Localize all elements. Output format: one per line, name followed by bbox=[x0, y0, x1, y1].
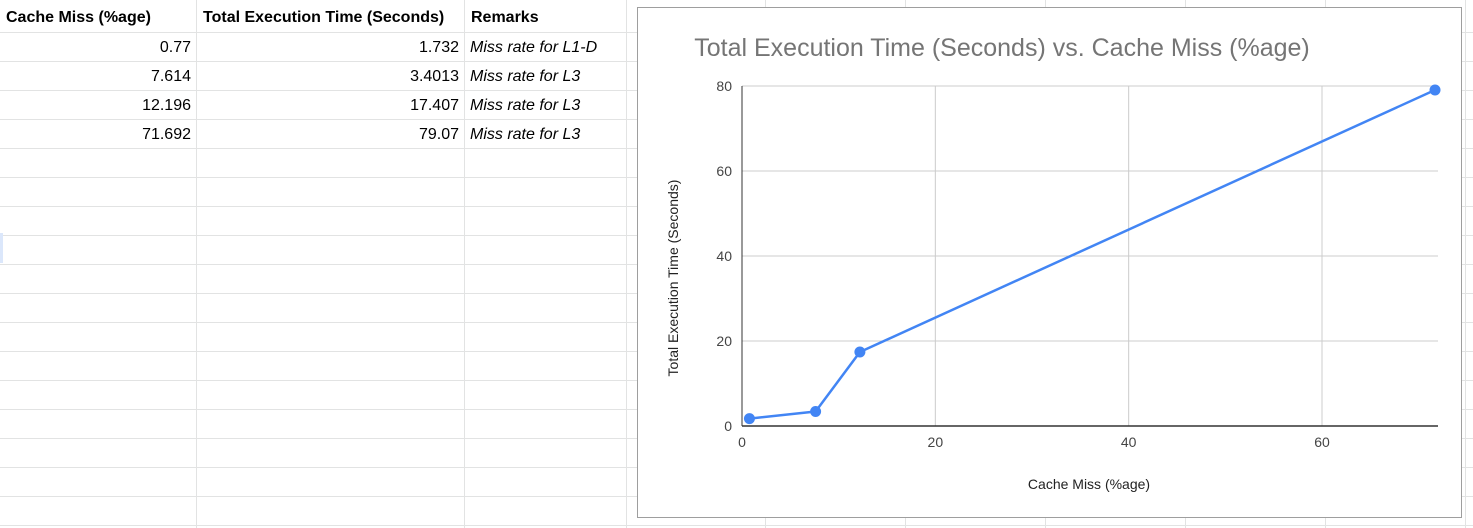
data-point bbox=[1429, 84, 1441, 96]
column-line bbox=[196, 0, 197, 528]
cell-remarks[interactable]: Miss rate for L1-D bbox=[470, 39, 598, 56]
x-tick-label: 60 bbox=[1314, 434, 1330, 450]
y-tick-label: 60 bbox=[716, 163, 732, 179]
embedded-chart[interactable]: Total Execution Time (Seconds) vs. Cache… bbox=[637, 7, 1462, 518]
chart-canvas: Total Execution Time (Seconds) vs. Cache… bbox=[665, 34, 1441, 492]
header-cache-miss[interactable]: Cache Miss (%age) bbox=[6, 9, 151, 26]
cell-cache-miss[interactable]: 7.614 bbox=[150, 68, 191, 85]
y-tick-label: 0 bbox=[724, 418, 732, 434]
column-line bbox=[464, 0, 465, 528]
series-layer bbox=[743, 84, 1441, 425]
data-point bbox=[743, 413, 755, 425]
header-exec-time[interactable]: Total Execution Time (Seconds) bbox=[203, 9, 445, 26]
series-line bbox=[749, 88, 1436, 420]
column-line bbox=[1465, 0, 1466, 528]
cell-exec-time[interactable]: 3.4013 bbox=[410, 68, 459, 85]
column-line bbox=[626, 0, 627, 528]
cell-cache-miss[interactable]: 71.692 bbox=[142, 126, 191, 143]
cell-exec-time[interactable]: 1.732 bbox=[418, 39, 459, 56]
cell-remarks[interactable]: Miss rate for L3 bbox=[470, 68, 581, 85]
x-tick-label: 20 bbox=[928, 434, 944, 450]
y-tick-label: 20 bbox=[716, 333, 732, 349]
x-tick-label: 0 bbox=[738, 434, 746, 450]
y-tick-label: 80 bbox=[716, 78, 732, 94]
data-point bbox=[810, 406, 822, 418]
row-line bbox=[0, 525, 1473, 526]
cell-cache-miss[interactable]: 12.196 bbox=[142, 97, 191, 114]
cell-exec-time[interactable]: 79.07 bbox=[418, 126, 459, 143]
cell-remarks[interactable]: Miss rate for L3 bbox=[470, 126, 581, 143]
cell-cache-miss[interactable]: 0.77 bbox=[159, 39, 191, 56]
cell-remarks[interactable]: Miss rate for L3 bbox=[470, 97, 581, 114]
chart-title: Total Execution Time (Seconds) vs. Cache… bbox=[694, 34, 1310, 62]
axes: 0 20 40 60 80 0 20 40 60 bbox=[716, 78, 1438, 450]
x-tick-label: 40 bbox=[1121, 434, 1137, 450]
x-axis-label: Cache Miss (%age) bbox=[1028, 476, 1150, 492]
y-tick-label: 40 bbox=[716, 248, 732, 264]
data-point bbox=[854, 346, 866, 358]
row-selection-indicator bbox=[0, 233, 3, 263]
header-remarks[interactable]: Remarks bbox=[471, 9, 539, 26]
cell-exec-time[interactable]: 17.407 bbox=[410, 97, 459, 114]
y-axis-label: Total Execution Time (Seconds) bbox=[665, 180, 681, 377]
gridlines bbox=[742, 85, 1438, 426]
